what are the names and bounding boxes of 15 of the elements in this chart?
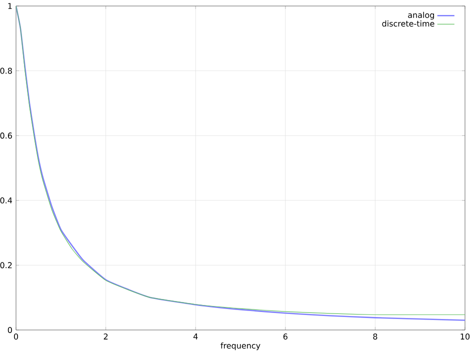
- y-tick-label: 1: [8, 3, 12, 9]
- x-tick-label: 8: [373, 334, 378, 340]
- y-tick-label: 0.4: [0, 197, 12, 204]
- x-tick-label: 2: [104, 334, 108, 340]
- y-tick-label: 0: [8, 326, 12, 334]
- x-tick-label: 4: [193, 334, 198, 340]
- y-tick-label: 0.6: [0, 132, 12, 139]
- x-tick-label: 10: [460, 334, 470, 340]
- y-tick-label: 0.2: [0, 262, 12, 268]
- x-tick-label: 6: [283, 334, 288, 340]
- legend-label: discrete-time: [382, 20, 434, 27]
- y-tick-label: 0.8: [0, 68, 12, 74]
- x-tick-label: 0: [14, 334, 18, 340]
- legend-label: analog: [408, 12, 434, 20]
- x-axis-title: frequency: [220, 342, 260, 350]
